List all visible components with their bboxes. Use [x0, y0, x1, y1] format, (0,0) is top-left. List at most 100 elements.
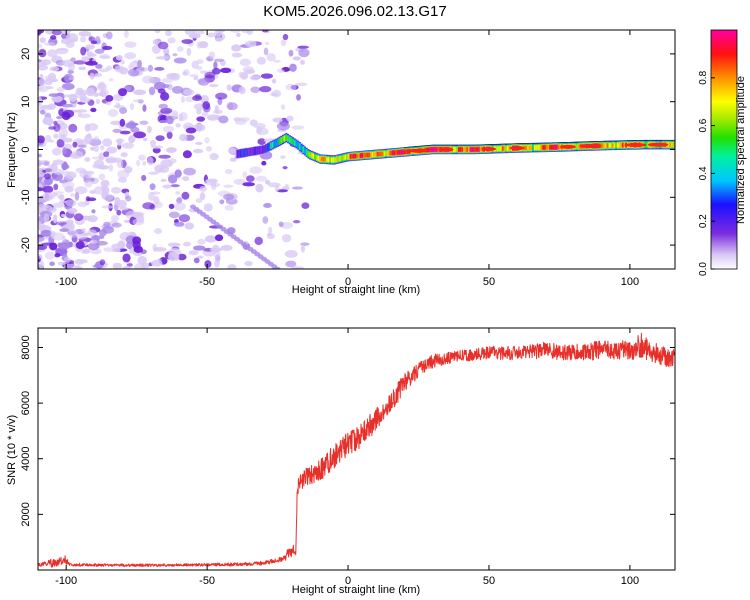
spectrogram-ridge-segment	[346, 154, 349, 160]
spectrogram-ridge-segment	[287, 136, 290, 141]
spectrogram-noise-blob	[68, 76, 74, 81]
spectrogram-noise-blob	[105, 65, 113, 71]
spectrogram-noise-blob	[106, 146, 117, 154]
spectrogram-noise-blob	[255, 175, 268, 182]
spectrogram-noise-blob	[199, 185, 207, 192]
spectrogram-noise-blob	[175, 123, 181, 128]
spectrogram-noise-blob	[244, 40, 257, 48]
spectrogram-noise-blob	[282, 33, 289, 41]
spectrogram-ridge-segment	[496, 146, 499, 152]
snr-y-label: SNR (10 * v/v)	[6, 415, 18, 485]
spectrogram-noise-blob	[90, 40, 98, 45]
spectrogram-noise-blob	[50, 35, 57, 40]
spectrogram-noise-blob	[183, 88, 195, 96]
spectrogram-noise-blob	[205, 145, 212, 152]
spectrogram-noise-blob	[74, 186, 88, 195]
spectrogram-noise-blob	[158, 103, 168, 109]
spectrogram-noise-blob	[85, 87, 96, 97]
spectrogram-noise-blob	[67, 207, 78, 214]
spectrogram-noise-blob	[261, 160, 267, 166]
snr-x-tick-label: -50	[199, 575, 215, 587]
spectrogram-ridge-segment	[530, 146, 533, 150]
spectrogram-x-tick-label: 50	[483, 276, 495, 288]
spectrogram-ridge-segment	[505, 146, 508, 151]
spectrogram-ridge-segment	[556, 145, 558, 149]
spectrogram-noise-blob	[274, 185, 280, 192]
spectrogram-ridge-segment	[539, 145, 542, 150]
spectrogram-noise-blob	[38, 187, 44, 192]
spectrogram-noise-blob	[105, 101, 112, 106]
spectrogram-noise-blob	[139, 120, 149, 125]
spectrogram-noise-blob	[49, 66, 60, 72]
spectrogram-ridge-segment	[606, 143, 609, 148]
spectrogram-ridge-segment	[407, 149, 410, 154]
spectrogram-noise-blob	[148, 86, 156, 96]
spectrogram-noise-blob	[97, 235, 105, 239]
spectrogram-noise-blob	[75, 167, 87, 174]
spectrogram-noise-blob	[102, 45, 113, 51]
spectrogram-noise-blob	[285, 83, 297, 91]
spectrogram-ridge-segment	[397, 150, 399, 155]
spectrogram-y-tick-label: -20	[20, 237, 32, 253]
spectrogram-ridge-segment	[463, 147, 465, 152]
spectrogram-noise-blob	[44, 251, 55, 260]
snr-x-tick-label: 50	[483, 575, 495, 587]
spectrogram-ridge-peak	[408, 148, 429, 153]
spectrogram-ridge-segment	[244, 149, 247, 157]
spectrogram-noise-blob	[62, 137, 73, 143]
spectrogram-noise-blob	[137, 59, 142, 69]
spectrogram-noise-blob	[185, 96, 195, 103]
spectrogram-noise-blob	[294, 82, 308, 87]
spectrogram-noise-blob	[78, 66, 87, 71]
spectrogram-noise-blob	[86, 51, 94, 57]
spectrogram-noise-blob	[238, 86, 246, 95]
spectrogram-noise-blob	[124, 52, 137, 60]
spectrogram-noise-blob	[98, 173, 106, 181]
spectrogram-noise-blob	[201, 111, 209, 117]
spectrogram-noise-blob	[218, 115, 229, 124]
spectrogram-noise-blob	[50, 162, 58, 171]
spectrogram-ridge-segment	[319, 157, 322, 161]
spectrogram-noise-blob	[152, 147, 161, 154]
spectrogram-noise-blob	[154, 30, 161, 34]
spectrogram-noise-blob	[95, 98, 100, 105]
spectrogram-noise-blob	[85, 44, 95, 50]
colorbar-tick-label: 0.8	[698, 70, 709, 84]
spectrogram-noise-blob	[273, 59, 281, 63]
spectrogram-noise-blob	[79, 259, 88, 264]
spectrogram-ridge-segment	[297, 141, 300, 149]
spectrogram-ridge-segment	[354, 154, 357, 158]
spectrogram-noise-blob	[280, 155, 286, 159]
spectrogram-noise-blob	[213, 58, 225, 62]
spectrogram-noise-blob	[214, 234, 224, 242]
spectrogram-noise-blob	[56, 116, 63, 120]
spectrogram-ridge-segment	[271, 142, 274, 148]
spectrogram-ridge-segment	[385, 151, 388, 156]
spectrogram-noise-blob	[163, 47, 170, 56]
spectrogram-noise-blob	[90, 107, 97, 113]
spectrogram-x-tick-label: -100	[55, 276, 77, 288]
spectrogram-ridge-segment	[373, 152, 376, 157]
spectrogram-noise-blob	[220, 244, 233, 251]
spectrogram-ridge-segment	[239, 149, 242, 158]
spectrogram-noise-blob	[117, 199, 127, 209]
spectrogram-noise-blob	[65, 40, 75, 49]
spectrogram-noise-blob	[84, 123, 91, 132]
spectrogram-noise-blob	[159, 91, 170, 101]
spectrogram-noise-blob	[103, 247, 116, 252]
spectrogram-ridge-segment	[391, 151, 394, 155]
spectrogram-ridge-segment	[368, 153, 371, 157]
spectrogram-noise-blob	[138, 154, 146, 161]
spectrogram-ridge-segment	[265, 144, 268, 152]
spectrogram-ridge-segment	[667, 143, 670, 147]
spectrogram-ridge-segment	[324, 157, 327, 162]
spectrogram-ridge-segment	[278, 138, 281, 145]
spectrogram-noise-blob	[38, 85, 49, 93]
spectrogram-noise-blob	[56, 138, 65, 148]
spectrogram-noise-blob	[103, 151, 110, 158]
spectrogram-noise-blob	[79, 97, 91, 103]
colorbar-tick-label: 0.0	[698, 262, 709, 276]
spectrogram-ridge-segment	[288, 136, 291, 143]
spectrogram-noise-blob	[231, 52, 243, 58]
colorbar-label: Normalized spectral amplitude	[735, 76, 747, 224]
